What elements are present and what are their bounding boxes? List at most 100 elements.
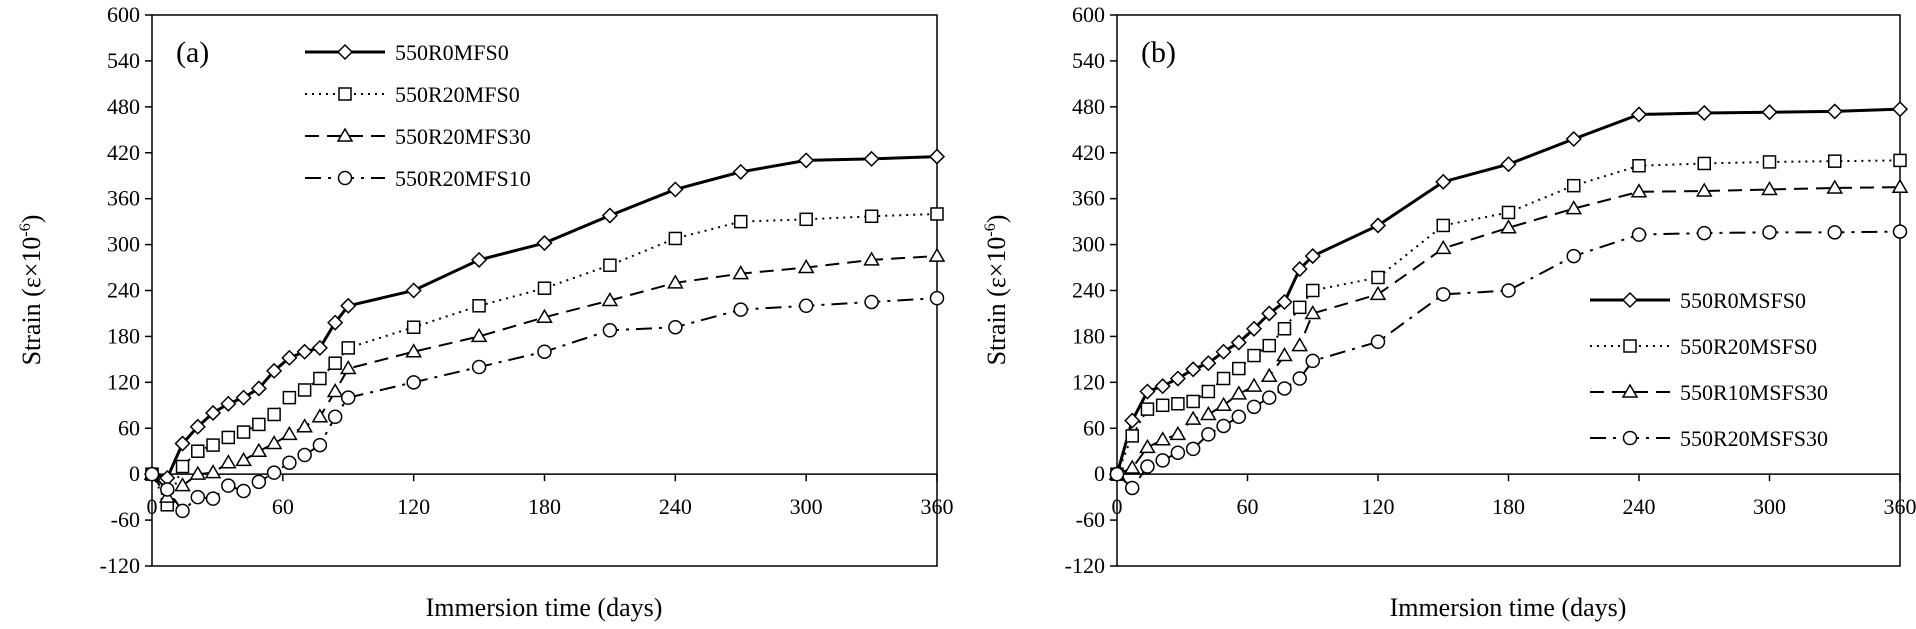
data-point-550R0MSFS0: [1435, 173, 1452, 190]
data-point-550R20MFS30: [339, 360, 357, 375]
data-point-550R20MFS30: [204, 464, 222, 479]
legend-marker-550R20MFS30: [336, 127, 354, 142]
data-point-550R20MSFS0: [1277, 322, 1292, 336]
data-point-550R0MFS0: [863, 150, 880, 167]
data-point-550R10MSFS30: [1826, 179, 1844, 194]
data-point-550R10MSFS30: [1500, 219, 1517, 234]
data-point-550R20MFS0: [537, 281, 552, 295]
data-point-550R20MFS10: [471, 359, 487, 375]
data-point-550R20MSFS30: [1170, 445, 1186, 460]
data-point-550R20MSFS30: [1109, 466, 1125, 482]
data-point-550R10MSFS30: [1154, 431, 1171, 446]
panel-a: (a) Immersion time (days) Strain (ε×10-6…: [17, 2, 954, 622]
x-tick-label: 300: [1753, 494, 1786, 519]
data-point-550R20MSFS0: [1567, 178, 1581, 193]
data-point-550R20MFS30: [189, 465, 207, 480]
data-point-550R20MSFS30: [1827, 225, 1842, 240]
legend-marker-550R20MFS10: [337, 170, 353, 186]
data-point-550R10MSFS30: [1434, 239, 1452, 255]
x-tick-label: 60: [272, 494, 294, 519]
data-point-550R20MSFS30: [1370, 334, 1386, 350]
y-tick-label: 60: [118, 415, 140, 440]
y-tick-label: 360: [1072, 186, 1105, 211]
data-point-550R20MFS10: [864, 294, 879, 310]
data-point-550R20MSFS30: [1231, 409, 1247, 425]
data-point-550R0MSFS0: [1761, 104, 1778, 121]
data-point-550R0MFS0: [296, 343, 313, 360]
data-point-550R0MSFS0: [1826, 103, 1843, 120]
data-point-550R20MSFS0: [1501, 205, 1516, 220]
y-tick-label: 540: [1072, 48, 1105, 73]
data-point-550R20MFS30: [863, 251, 880, 266]
data-point-550R20MSFS30: [1277, 381, 1292, 396]
data-point-550R20MFS0: [236, 425, 251, 439]
data-point-550R20MSFS0: [1155, 398, 1170, 413]
data-point-550R20MFS30: [405, 343, 422, 358]
data-point-550R20MFS30: [928, 247, 946, 262]
data-point-550R20MSFS30: [1892, 224, 1908, 239]
legend-marker-550R10MSFS30: [1621, 383, 1639, 398]
data-point-550R20MFS10: [733, 302, 748, 317]
data-point-550R20MSFS0: [1140, 402, 1155, 416]
data-point-550R20MFS30: [250, 442, 268, 457]
data-point-550R0MSFS0: [1500, 156, 1517, 173]
data-point-550R20MSFS30: [1216, 418, 1231, 434]
data-point-550R10MSFS30: [1369, 285, 1387, 301]
y-axis-title-b: Strain (ε×10-6): [982, 215, 1011, 366]
y-tick-label: 300: [1072, 232, 1105, 257]
y-axis-title-a-close: ): [17, 215, 46, 224]
legend-label-550R20MFS30: 550R20MFS30: [395, 124, 531, 149]
data-point-550R20MSFS30: [1436, 287, 1451, 302]
data-point-550R20MSFS0: [1292, 300, 1307, 315]
data-point-550R20MFS10: [190, 489, 206, 505]
data-point-550R20MFS0: [406, 320, 421, 334]
y-tick-label: -120: [1065, 553, 1105, 578]
data-point-550R20MFS0: [603, 258, 617, 272]
data-point-550R20MSFS0: [1201, 384, 1216, 399]
data-point-550R0MFS0: [928, 148, 946, 165]
data-point-550R0MFS0: [235, 389, 252, 406]
y-tick-label: 540: [107, 48, 140, 73]
data-point-550R20MFS0: [930, 207, 944, 221]
data-point-550R20MFS0: [252, 417, 266, 432]
data-point-550R10MSFS30: [1230, 385, 1248, 400]
data-point-550R0MFS0: [327, 314, 344, 331]
data-point-550R20MSFS0: [1371, 270, 1385, 285]
data-point-550R20MFS0: [341, 341, 355, 355]
data-point-550R0MFS0: [536, 234, 553, 252]
data-point-550R20MFS10: [144, 466, 160, 482]
x-axis-title-a: Immersion time (days): [426, 593, 663, 622]
data-point-550R0MSFS0: [1291, 261, 1308, 278]
x-tick-label: 120: [1362, 494, 1395, 519]
data-point-550R0MFS0: [204, 404, 222, 422]
x-axis-title-b: Immersion time (days): [1390, 593, 1627, 622]
legend-marker-550R0MSFS0: [1621, 291, 1639, 309]
data-point-550R20MFS0: [328, 356, 342, 370]
data-point-550R20MSFS30: [1305, 353, 1320, 369]
data-point-550R10MSFS30: [1291, 337, 1309, 352]
data-point-550R20MSFS30: [1155, 453, 1170, 468]
data-point-550R10MSFS30: [1184, 410, 1202, 425]
data-point-550R10MSFS30: [1891, 178, 1909, 193]
data-point-550R20MFS10: [297, 447, 312, 463]
data-point-550R20MFS0: [734, 214, 748, 229]
data-point-550R20MSFS30: [1140, 459, 1155, 474]
data-point-550R20MSFS30: [1185, 441, 1201, 457]
data-point-550R0MFS0: [250, 380, 267, 397]
x-tick-label: 180: [528, 494, 561, 519]
data-point-550R0MSFS0: [1139, 383, 1156, 400]
y-tick-label: 240: [1072, 278, 1105, 303]
data-point-550R20MFS0: [221, 430, 236, 445]
x-tick-label: 300: [790, 494, 823, 519]
legend-label-550R0MFS0: 550R0MFS0: [395, 40, 509, 65]
y-axis-title-b-exp: -6: [982, 223, 999, 236]
data-point-550R0MSFS0: [1169, 370, 1186, 387]
data-point-550R0MSFS0: [1124, 412, 1141, 429]
data-point-550R20MFS10: [406, 375, 421, 390]
data-point-550R20MSFS30: [1292, 371, 1307, 386]
data-point-550R20MFS30: [235, 451, 252, 467]
data-point-550R20MFS0: [191, 444, 205, 458]
data-point-550R20MFS10: [236, 483, 251, 499]
x-tick-label: 240: [1623, 494, 1656, 519]
data-point-550R20MFS0: [799, 212, 813, 227]
